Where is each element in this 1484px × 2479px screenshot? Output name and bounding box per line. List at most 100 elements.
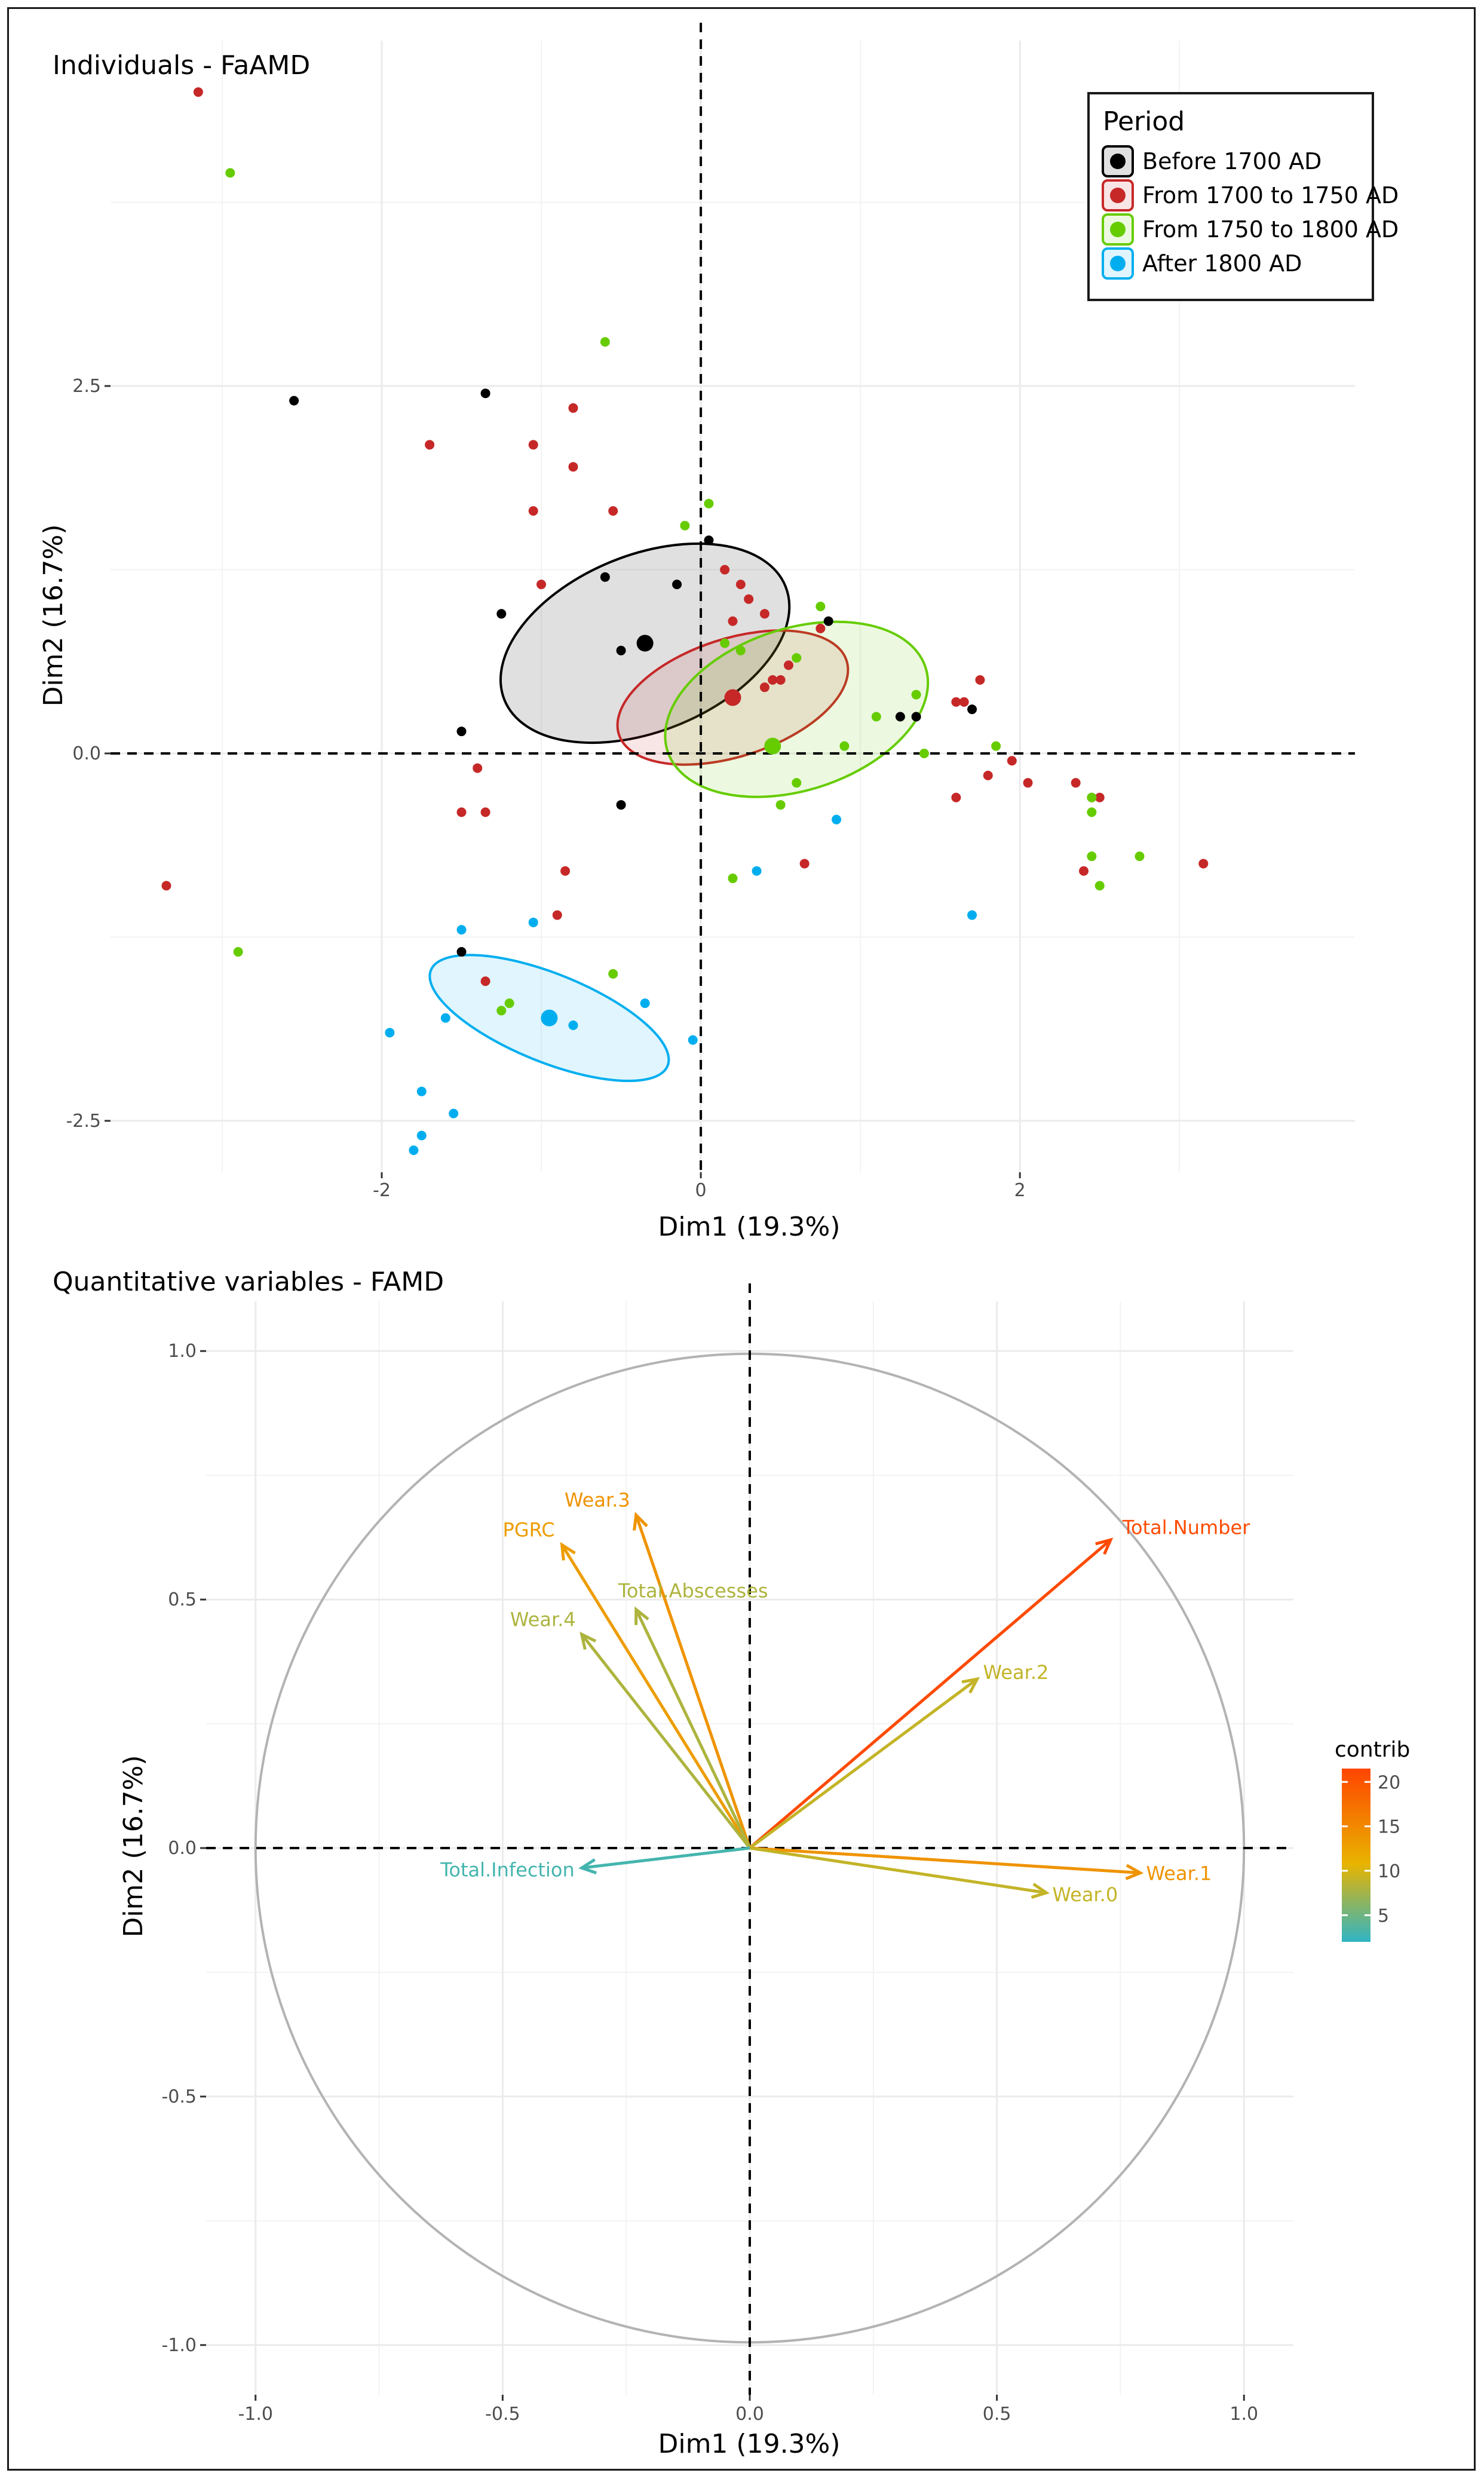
y-tick-label: -0.5: [161, 2086, 197, 2107]
colorbar-tick-label: 5: [1378, 1905, 1389, 1926]
colorbar-tick-label: 20: [1378, 1772, 1400, 1793]
contrib-colorbar: [1342, 1769, 1370, 1942]
quantitative-panel: Total.Number Wear.2 Wear.1 Wear.0 Wear.3 PGRC…: [53, 1267, 1410, 2459]
variable-arrow: [749, 1678, 979, 1850]
x-tick-label: -0.5: [485, 2404, 520, 2425]
individuals-x-axis-label: Dim1 (19.3%): [658, 1212, 840, 1242]
individual-point: [409, 1145, 419, 1156]
individual-point: [983, 770, 993, 780]
individual-point: [759, 682, 769, 692]
individual-point: [496, 609, 507, 619]
individual-point: [895, 712, 905, 722]
contrib-legend-title: contrib: [1335, 1738, 1410, 1762]
individual-point: [480, 807, 490, 817]
variable-label: Total.Infection: [440, 1858, 574, 1881]
individual-point: [839, 741, 850, 751]
variable-arrowhead: [961, 1677, 980, 1694]
legend-key-dot: [1110, 188, 1126, 203]
legend-key-dot: [1110, 256, 1126, 271]
x-tick-label: 0.0: [735, 2404, 764, 2425]
individual-point: [536, 580, 547, 590]
individual-point: [735, 645, 746, 655]
individual-point: [552, 910, 562, 920]
individual-point: [528, 506, 538, 516]
individual-point: [560, 866, 571, 876]
individual-point: [1094, 881, 1105, 891]
individual-point: [1079, 866, 1089, 876]
individual-point: [783, 660, 793, 670]
group-centroid: [636, 635, 654, 652]
individual-point: [473, 763, 483, 773]
individual-point: [799, 859, 810, 869]
individual-point: [440, 1013, 450, 1023]
individual-point: [735, 580, 746, 590]
y-tick-label: 2.5: [72, 376, 101, 397]
individuals-ellipses: [428, 542, 930, 1083]
y-tick-label: 1.0: [168, 1341, 197, 1362]
individuals-points: [161, 87, 1209, 1156]
x-tick-label: 0: [695, 1180, 707, 1201]
individual-point: [456, 925, 467, 935]
quantitative-x-axis-label: Dim1 (19.3%): [658, 2429, 840, 2459]
contrib-legend-ticks: 5 10 15 20: [1342, 1772, 1400, 1926]
individual-point: [720, 565, 730, 575]
individual-point: [608, 506, 618, 516]
individual-point: [233, 947, 243, 957]
individual-point: [967, 704, 977, 715]
variable-label: Wear.2: [983, 1661, 1049, 1684]
individual-point: [680, 520, 690, 531]
individual-point: [951, 792, 961, 802]
legend-label: After 1800 AD: [1142, 250, 1302, 277]
variable-label: Total.Number: [1122, 1516, 1250, 1539]
individual-point: [480, 388, 490, 399]
variable-arrows: Total.Number Wear.2 Wear.1 Wear.0 Wear.3 PGRC…: [440, 1489, 1250, 1906]
group-centroid: [541, 1009, 558, 1026]
y-tick-label: 0.5: [168, 1589, 197, 1610]
individual-point: [1023, 778, 1033, 788]
individual-point: [728, 616, 738, 626]
y-tick-label: 0.0: [168, 1838, 197, 1859]
variable-arrow: [560, 1544, 752, 1849]
contrib-legend: contrib 5 10 15 20: [1335, 1738, 1410, 1942]
variable-label: Wear.3: [565, 1489, 630, 1512]
individual-point: [425, 440, 435, 450]
period-legend-box: [1087, 92, 1374, 301]
period-legend-entries: Before 1700 AD From 1700 to 1750 AD From 1…: [1102, 145, 1399, 280]
individual-point: [752, 866, 762, 876]
individual-point: [792, 778, 802, 788]
individual-point: [161, 881, 171, 891]
variable-label: Wear.4: [510, 1608, 576, 1631]
variable-arrow: [749, 1539, 1112, 1849]
individual-point: [640, 998, 650, 1009]
individual-point: [456, 807, 467, 817]
group-centroid: [764, 737, 781, 755]
variable-arrow: [581, 1846, 750, 1870]
individual-point: [704, 535, 714, 546]
individual-point: [792, 653, 802, 663]
quantitative-ticks: -1.0 -0.5 0.0 0.5 1.0 -1.0 -0.5 0.0 0.5 1.0: [161, 1341, 1258, 2425]
variable-arrow: [749, 1846, 1140, 1875]
individual-point: [456, 727, 467, 737]
individual-point: [832, 814, 842, 825]
individual-point: [616, 645, 626, 655]
x-tick-label: 0.5: [983, 2404, 1011, 2425]
colorbar-tick-label: 10: [1378, 1861, 1400, 1882]
individual-point: [1071, 778, 1081, 788]
individual-point: [528, 440, 538, 450]
variable-label: Wear.1: [1146, 1862, 1212, 1885]
individuals-ticks: -2 0 2 -2.5 0.0 2.5: [66, 376, 1025, 1201]
individuals-y-axis-label: Dim2 (16.7%): [38, 524, 69, 706]
individual-point: [416, 1086, 427, 1096]
y-tick-label: -1.0: [161, 2335, 197, 2356]
variable-arrow: [749, 1846, 1047, 1895]
individual-point: [688, 1035, 698, 1045]
period-legend-title: Period: [1103, 106, 1185, 137]
quantitative-y-axis-label: Dim2 (16.7%): [118, 1755, 149, 1937]
legend-label: From 1750 to 1800 AD: [1142, 216, 1399, 243]
y-tick-label: -2.5: [66, 1111, 101, 1132]
individual-point: [744, 594, 754, 604]
individual-point: [1094, 792, 1105, 802]
individuals-zero-lines: [111, 23, 1355, 1172]
individual-point: [1007, 756, 1017, 766]
